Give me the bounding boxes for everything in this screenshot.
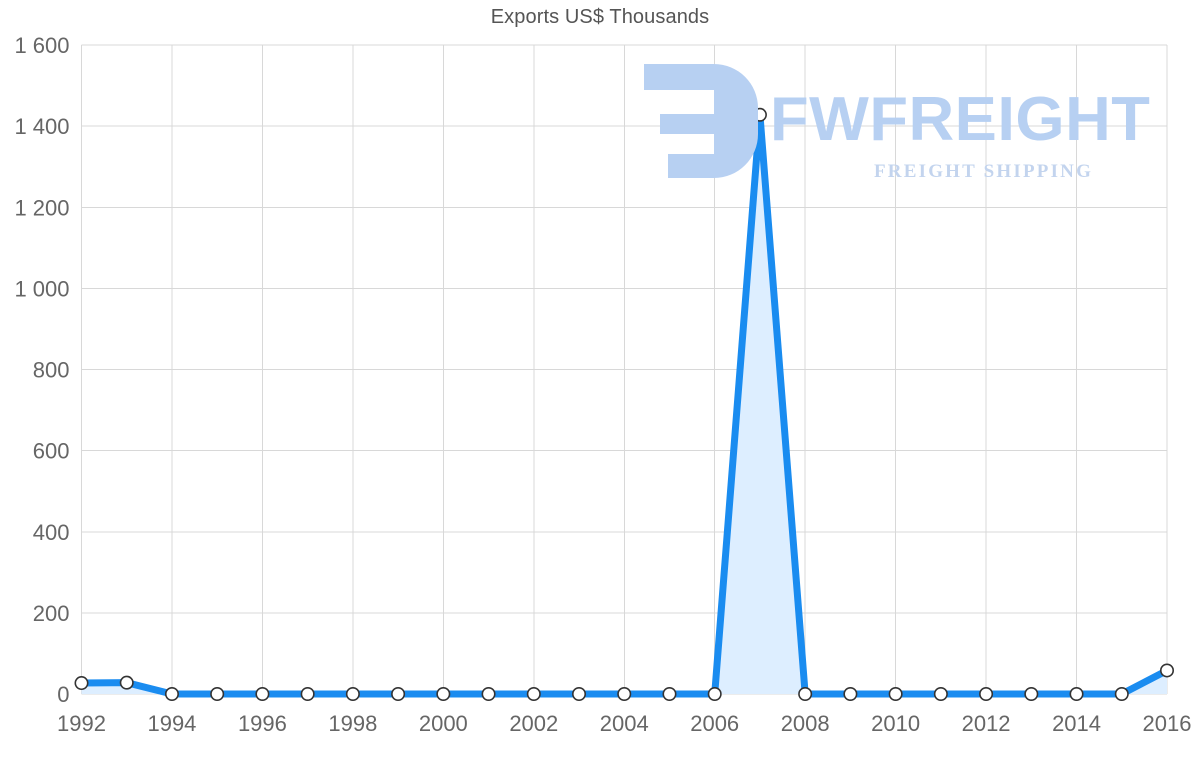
svg-text:2014: 2014 [1052, 711, 1101, 736]
svg-text:1 600: 1 600 [14, 33, 69, 58]
svg-text:0: 0 [57, 682, 69, 707]
svg-text:1998: 1998 [328, 711, 377, 736]
chart-title: Exports US$ Thousands [490, 6, 710, 28]
svg-text:2004: 2004 [600, 711, 649, 736]
grid-lines [81, 44, 1168, 695]
svg-text:600: 600 [33, 439, 70, 464]
svg-text:2006: 2006 [690, 711, 739, 736]
x-axis-labels: 1992 1994 1996 1998 2000 2002 2004 2006 2008 2010… [57, 711, 1191, 736]
svg-text:2002: 2002 [509, 711, 558, 736]
y-axis-labels: 0 200 400 600 800 1 000 1 200 1 400 1 600 [14, 33, 69, 707]
svg-text:2000: 2000 [419, 711, 468, 736]
svg-text:1 000: 1 000 [14, 276, 69, 301]
svg-text:2016: 2016 [1143, 711, 1192, 736]
svg-text:1992: 1992 [57, 711, 106, 736]
svg-text:400: 400 [33, 520, 70, 545]
svg-text:200: 200 [33, 601, 70, 626]
svg-text:1996: 1996 [238, 711, 287, 736]
svg-text:800: 800 [33, 358, 70, 383]
svg-text:2010: 2010 [871, 711, 920, 736]
svg-text:2012: 2012 [962, 711, 1011, 736]
svg-text:2008: 2008 [781, 711, 830, 736]
svg-text:1994: 1994 [147, 711, 196, 736]
svg-text:1 400: 1 400 [14, 114, 69, 139]
svg-text:1 200: 1 200 [14, 195, 69, 220]
